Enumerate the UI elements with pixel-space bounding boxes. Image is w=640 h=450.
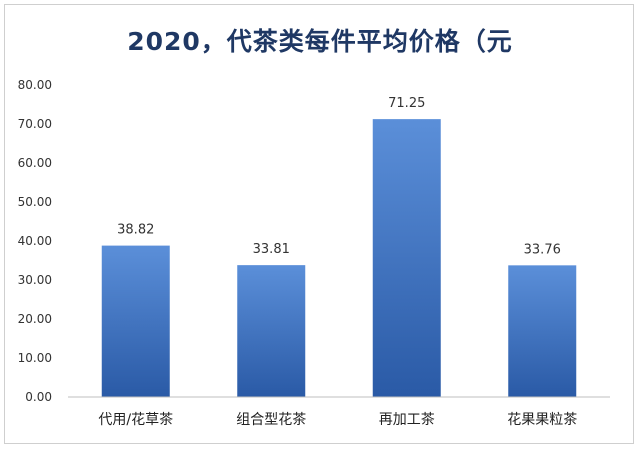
bar bbox=[372, 119, 441, 397]
bar bbox=[101, 245, 170, 397]
data-label: 71.25 bbox=[388, 96, 425, 111]
y-tick-label: 30.00 bbox=[18, 273, 52, 287]
y-tick-label: 60.00 bbox=[18, 156, 52, 170]
y-tick-label: 80.00 bbox=[18, 78, 52, 92]
y-tick-label: 70.00 bbox=[18, 117, 52, 131]
data-label: 33.76 bbox=[524, 242, 561, 257]
y-tick-label: 40.00 bbox=[18, 234, 52, 248]
chart-title: 2020，代茶类每件平均价格（元 bbox=[127, 27, 513, 56]
x-category-label: 花果果粒茶 bbox=[507, 412, 577, 428]
x-category-label: 代用/花草茶 bbox=[98, 412, 173, 428]
y-tick-label: 20.00 bbox=[18, 312, 52, 326]
y-tick-label: 50.00 bbox=[18, 195, 52, 209]
y-tick-label: 10.00 bbox=[18, 351, 52, 365]
data-label: 33.81 bbox=[253, 242, 290, 257]
data-label: 38.82 bbox=[117, 223, 154, 238]
bar bbox=[237, 265, 306, 397]
x-category-label: 再加工茶 bbox=[379, 412, 435, 428]
bar bbox=[508, 265, 577, 397]
y-tick-label: 0.00 bbox=[25, 390, 52, 404]
x-category-label: 组合型花茶 bbox=[236, 412, 306, 428]
